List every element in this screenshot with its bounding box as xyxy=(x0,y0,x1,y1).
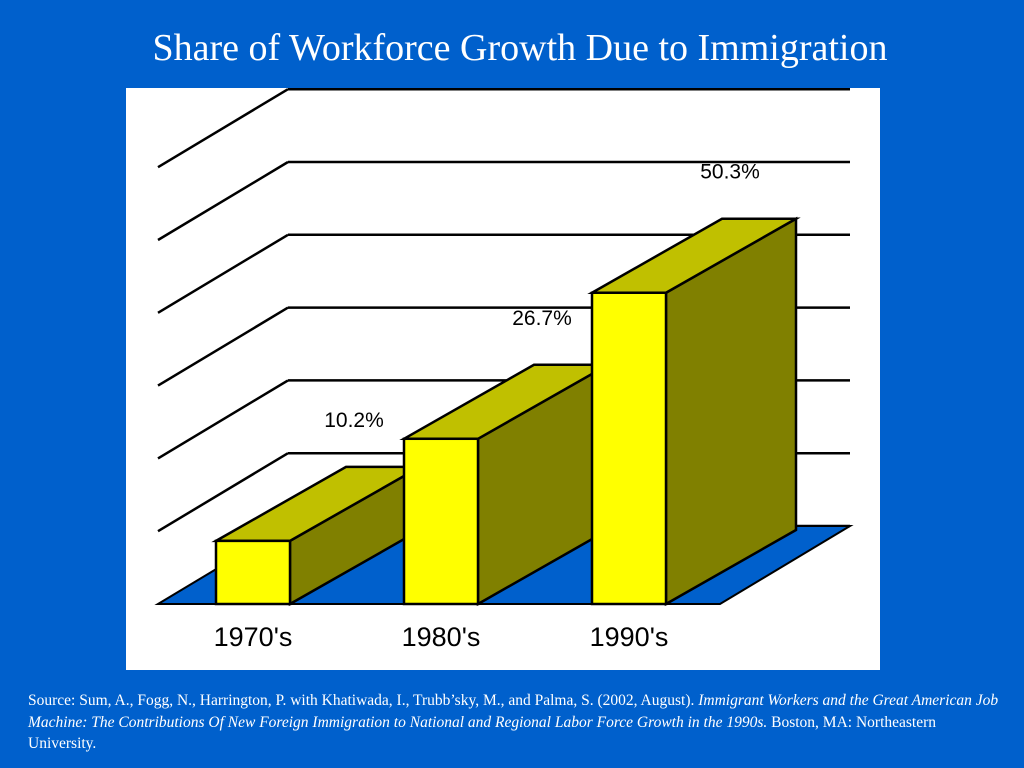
data-label: 50.3% xyxy=(700,161,760,184)
side-wall-gridline xyxy=(157,88,289,169)
data-label: 10.2% xyxy=(324,409,384,432)
x-tick-label: 1990's xyxy=(590,622,669,652)
side-wall-gridline xyxy=(157,306,289,387)
source-location: Boston, MA: Northeastern University. xyxy=(28,713,937,753)
chart-title: Share of Workforce Growth Due to Immigra… xyxy=(152,27,888,69)
source-text: Source: Sum, A., Fogg, N., Harrington, P… xyxy=(28,692,699,709)
x-tick-label: 1970's xyxy=(214,622,293,652)
bar-front-face xyxy=(402,437,480,606)
side-wall-gridline xyxy=(157,233,289,314)
bar-chart-3d: 10.2% 1970's 26.7% 1980's 50.3% 1990's xyxy=(154,88,854,652)
bar-front-face xyxy=(590,291,668,606)
data-label: 26.7% xyxy=(512,307,572,330)
chart-panel: 10.2% 1970's 26.7% 1980's 50.3% 1990's xyxy=(126,88,880,670)
side-wall-gridline xyxy=(157,160,289,242)
bar-front-face xyxy=(214,539,292,606)
x-tick-label: 1980's xyxy=(402,622,481,652)
source-title: Immigrant Workers and the Great American… xyxy=(28,692,999,731)
source-citation: Source: Sum, A., Fogg, N., Harrington, P… xyxy=(28,690,1008,755)
side-wall-gridline xyxy=(157,452,289,533)
side-wall-gridline xyxy=(157,379,289,460)
